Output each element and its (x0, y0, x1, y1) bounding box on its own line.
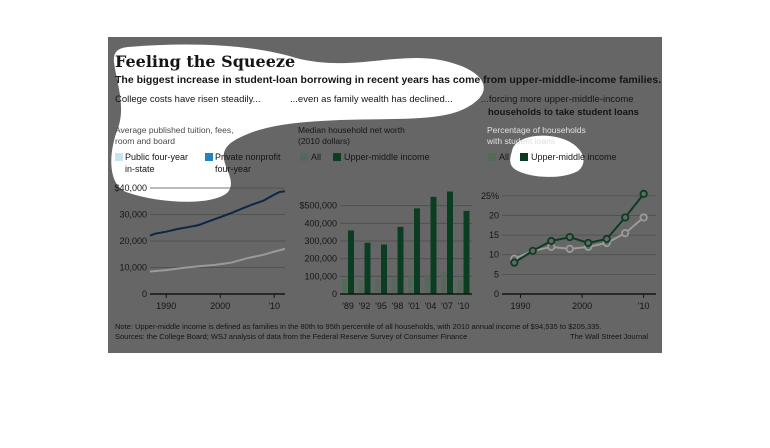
legend-swatch-public (115, 153, 123, 161)
x-tick-label: '01 (408, 301, 420, 311)
y-tick-label: 20 (489, 210, 499, 220)
highlight-scribble-path (111, 44, 484, 202)
legend-label-all-3: All (499, 152, 510, 162)
legend-label-private-line1: Private nonprofit (215, 152, 281, 162)
chart2-headline: ...even as family wealth has declined... (290, 94, 453, 105)
highlight-circle-path (510, 135, 584, 177)
bar (457, 279, 463, 294)
x-tick-label: '10 (268, 301, 280, 311)
chart1-label-line2: room and board (115, 136, 176, 146)
x-tick-label: '07 (441, 301, 453, 311)
bar (381, 244, 387, 294)
x-tick-label: 2000 (572, 301, 592, 311)
x-tick-label: '10 (458, 301, 470, 311)
bar (463, 210, 470, 294)
x-tick-label: '92 (359, 301, 371, 311)
legend-swatch-upper-2 (333, 153, 341, 161)
chart2-label-line1: Median household net worth (298, 125, 405, 135)
page-title: Feeling the Squeeze (115, 52, 296, 71)
chart3-headline-line2: households to take student loans (488, 107, 639, 118)
y-tick-label: 20,000 (119, 236, 147, 246)
y-tick-label: 0 (332, 289, 337, 299)
y-tick-label: 200,000 (304, 254, 337, 264)
data-point (510, 258, 519, 267)
series-line (149, 190, 286, 237)
legend-label-upper-2: Upper-middle income (344, 152, 430, 162)
legend-label-all-2: All (311, 152, 322, 162)
y-tick-label: $40,000 (114, 183, 147, 193)
legend-swatch-private (205, 153, 213, 161)
data-point (621, 213, 630, 222)
data-point (621, 229, 630, 238)
legend-label-private-line2: four-year (215, 164, 252, 174)
footnote: Note: Upper-middle income is defined as … (115, 322, 602, 331)
sources: Sources: the College Board; WSJ analysis… (115, 332, 468, 341)
y-tick-label: 5 (494, 269, 499, 279)
data-point (547, 236, 556, 246)
legend-swatch-all-2 (300, 153, 308, 161)
data-point (565, 244, 574, 253)
x-tick-label: '95 (375, 301, 387, 311)
y-tick-label: 0 (494, 289, 499, 299)
bar (364, 242, 371, 294)
data-point (528, 246, 537, 255)
legend-label-public-line1: Public four-year (125, 152, 189, 162)
x-tick-label: '10 (638, 301, 650, 311)
bar (447, 191, 453, 294)
y-tick-label: $500,000 (299, 201, 337, 211)
bar (397, 226, 404, 294)
y-tick-label: 30,000 (119, 210, 147, 220)
series-line (149, 247, 286, 273)
y-tick-label: 300,000 (304, 236, 337, 246)
legend-label-public-line2: in-state (125, 164, 155, 174)
y-tick-label: 10,000 (119, 263, 147, 273)
bar (441, 271, 446, 294)
bar (348, 230, 354, 294)
x-tick-label: 1990 (156, 301, 176, 311)
y-tick-label: 100,000 (304, 271, 337, 281)
y-tick-label: 10 (489, 250, 499, 260)
page-subtitle: The biggest increase in student-loan bor… (115, 74, 662, 86)
bar (430, 196, 437, 294)
credit: The Wall Street Journal (570, 332, 649, 341)
bar (342, 278, 347, 294)
bar (391, 277, 397, 294)
data-point (565, 232, 574, 242)
y-tick-label: 25% (481, 191, 499, 201)
bar (375, 279, 380, 294)
y-tick-label: 15 (489, 230, 499, 240)
bar (358, 280, 364, 294)
chart3-headline-line1: ...forcing more upper-middle-income (481, 94, 634, 105)
data-point (639, 189, 648, 198)
x-tick-label: 2000 (210, 301, 230, 311)
chart1-headline: College costs have risen steadily... (115, 94, 261, 105)
chart1-label-line1: Average published tuition, fees, (115, 125, 234, 135)
legend-swatch-upper-3 (520, 153, 528, 161)
chart2-label-line2: (2010 dollars) (298, 136, 350, 146)
y-tick-label: 400,000 (304, 218, 337, 228)
bar (424, 274, 430, 294)
legend-label-upper-3: Upper-middle income (531, 152, 617, 162)
x-tick-label: '98 (392, 301, 404, 311)
data-point (584, 238, 593, 248)
data-point (602, 234, 611, 244)
chart3-label-line2: with student loans (487, 136, 556, 146)
y-tick-label: 0 (142, 289, 147, 299)
bar (414, 208, 420, 294)
chart3-label-line1: Percentage of households (487, 125, 586, 135)
x-tick-label: '89 (342, 301, 354, 311)
data-point (639, 213, 648, 222)
legend-swatch-all-3 (488, 153, 496, 161)
bar (408, 275, 413, 294)
x-tick-label: 1990 (510, 301, 530, 311)
x-tick-label: '04 (425, 301, 437, 311)
